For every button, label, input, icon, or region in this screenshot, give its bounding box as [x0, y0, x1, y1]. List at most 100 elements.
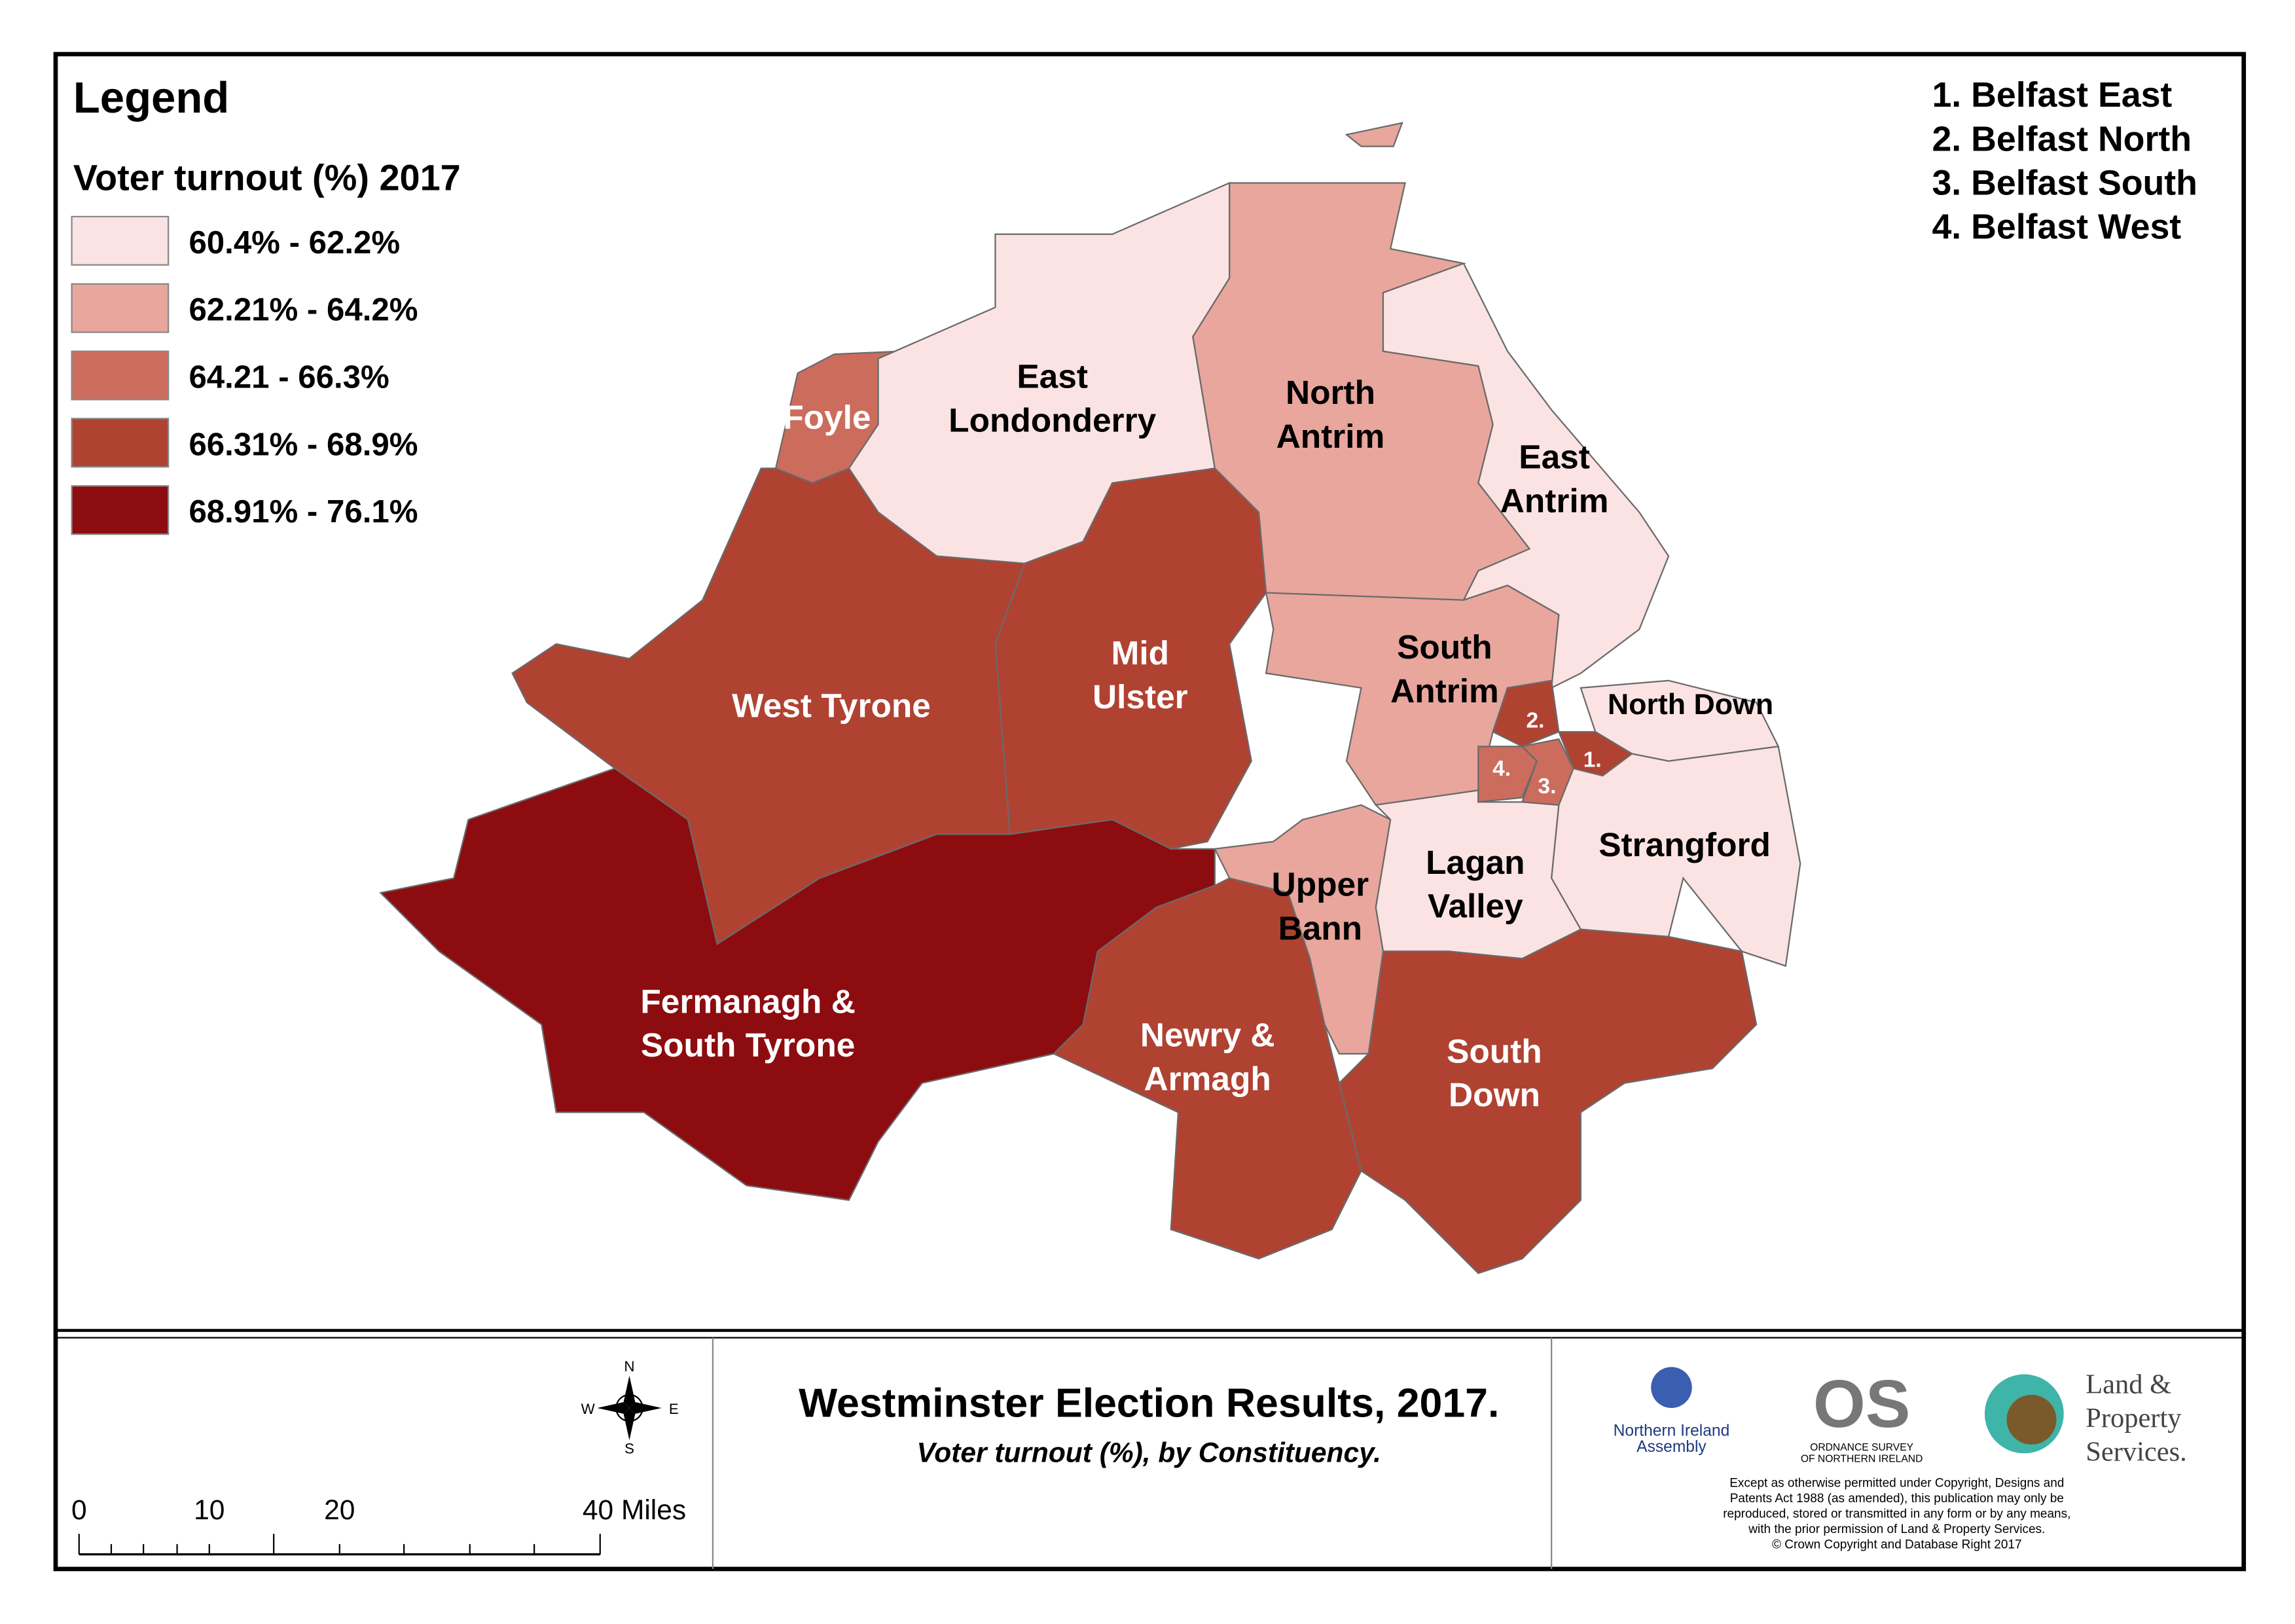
label-line: Antrim: [1276, 417, 1385, 455]
os-logo: OS: [1813, 1366, 1911, 1441]
scale-ticks: [78, 1534, 601, 1555]
legend-subtitle: Voter turnout (%) 2017: [73, 157, 461, 198]
constituencies: [379, 122, 1801, 1274]
scale-label: 10: [194, 1495, 225, 1526]
label-line: South: [1397, 628, 1492, 666]
belfast-west: [1477, 746, 1538, 803]
copyright-line: © Crown Copyright and Database Right 201…: [1772, 1538, 2022, 1552]
label-line: Bann: [1278, 909, 1363, 947]
label-line: Lagan: [1426, 843, 1525, 881]
logo-text: ORDNANCE SURVEY: [1810, 1442, 1913, 1453]
logo-text: Property: [2086, 1403, 2182, 1434]
label-line: East: [1519, 438, 1590, 476]
compass-letter: E: [669, 1401, 679, 1417]
belfast-east: [1557, 731, 1634, 777]
legend-swatch: [71, 485, 170, 535]
label-line: Upper: [1272, 865, 1369, 903]
legend-swatch: [71, 418, 170, 468]
label-line: North Down: [1608, 689, 1773, 721]
legend-swatch: [71, 283, 170, 333]
compass-letter: W: [581, 1401, 596, 1417]
legend-label: 68.91% - 76.1%: [189, 494, 418, 530]
area-label: Foyle: [783, 398, 871, 436]
label-line: 3.: [1538, 774, 1556, 799]
footer-subtitle: Voter turnout (%), by Constituency.: [917, 1438, 1381, 1469]
label-line: South Tyrone: [641, 1026, 855, 1064]
area-label: West Tyrone: [732, 687, 931, 725]
label-line: South: [1447, 1032, 1542, 1070]
logo-text: Land &: [2086, 1369, 2171, 1400]
scale-label: 40 Miles: [583, 1495, 686, 1526]
compass-letter: N: [624, 1358, 634, 1375]
label-line: North: [1286, 373, 1375, 411]
nia-logo: [1651, 1367, 1692, 1408]
belfast-south: [1521, 738, 1574, 806]
compass-rose: [629, 1402, 662, 1414]
legend-label: 60.4% - 62.2%: [189, 225, 400, 261]
label-line: Londonderry: [949, 401, 1156, 439]
area-label: North Antrim: [1276, 373, 1385, 455]
compass-rose: [623, 1375, 636, 1408]
legend-label: 66.31% - 68.9%: [189, 426, 418, 462]
copyright-line: with the prior permission of Land & Prop…: [1748, 1523, 2045, 1536]
area-label: North Down: [1608, 689, 1773, 721]
belfast-north: [1492, 679, 1560, 748]
label-line: Antrim: [1390, 672, 1499, 710]
logos: Northern Ireland Assembly OS ORDNANCE SU…: [1614, 1366, 2187, 1467]
area-label: East Londonderry: [949, 357, 1156, 439]
copyright-line: reproduced, stored or transmitted in any…: [1723, 1507, 2070, 1521]
area-label: Upper Bann: [1272, 865, 1369, 947]
compass-letter: S: [624, 1440, 634, 1456]
label-line: Fermanagh &: [640, 982, 856, 1020]
label-line: 1.: [1583, 748, 1602, 772]
key-entry: 1. Belfast East: [1932, 75, 2172, 115]
label-line: East: [1017, 357, 1088, 395]
legend-label: 62.21% - 64.2%: [189, 292, 418, 328]
scale-label: 20: [324, 1495, 355, 1526]
area-label: 4.: [1492, 757, 1511, 781]
legend: 60.4% - 62.2% 62.21% - 64.2% 64.21 - 66.3%…: [71, 215, 418, 535]
logo-text: Northern Ireland: [1614, 1422, 1730, 1439]
key-entry: 3. Belfast South: [1932, 163, 2197, 202]
area-label: Newry & Armagh: [1140, 1016, 1275, 1098]
key-entry: 2. Belfast North: [1932, 119, 2192, 158]
label-line: Foyle: [783, 398, 871, 436]
area-label: 1.: [1583, 748, 1602, 772]
logo-text: Services.: [2086, 1436, 2187, 1467]
rathlin-island: [1345, 122, 1403, 147]
label-line: 4.: [1492, 757, 1511, 781]
scale-label: 0: [71, 1495, 87, 1526]
compass-rose: [615, 1394, 643, 1422]
lps-logo: [2006, 1394, 2057, 1445]
scale-bar: 0 10 20 40 Miles: [71, 1495, 686, 1556]
label-line: Mid: [1111, 634, 1170, 672]
copyright-line: Except as otherwise permitted under Copy…: [1729, 1477, 2064, 1490]
label-line: Ulster: [1093, 677, 1188, 715]
south-down: [1338, 928, 1758, 1274]
area-label: South Down: [1447, 1032, 1542, 1113]
legend-title: Legend: [73, 73, 229, 122]
copyright: Except as otherwise permitted under Copy…: [1723, 1477, 2070, 1552]
label-line: Down: [1449, 1075, 1540, 1113]
legend-swatch: [71, 350, 170, 401]
compass-rose: [623, 1407, 636, 1441]
area-label: 2.: [1527, 708, 1545, 732]
area-label: 3.: [1538, 774, 1556, 799]
area-label: Strangford: [1599, 825, 1771, 863]
labels: Foyle East Londonderry North Antrim East An…: [640, 357, 1773, 1114]
area-label: East Antrim: [1500, 438, 1609, 520]
key-entry: 4. Belfast West: [1932, 207, 2181, 246]
label-line: 2.: [1527, 708, 1545, 732]
compass-rose: [597, 1402, 630, 1414]
area-label: Mid Ulster: [1093, 634, 1188, 715]
compass: N E S W: [581, 1358, 679, 1456]
footer-title: Westminster Election Results, 2017.: [799, 1380, 1499, 1426]
frame: [53, 52, 2247, 1572]
copyright-line: Patents Act 1988 (as amended), this publ…: [1730, 1492, 2064, 1506]
label-line: Strangford: [1599, 825, 1771, 863]
area-label: Fermanagh & South Tyrone: [640, 982, 856, 1064]
legend-label: 64.21 - 66.3%: [189, 359, 389, 395]
label-line: West Tyrone: [732, 687, 931, 725]
logo-text: Assembly: [1636, 1438, 1707, 1456]
